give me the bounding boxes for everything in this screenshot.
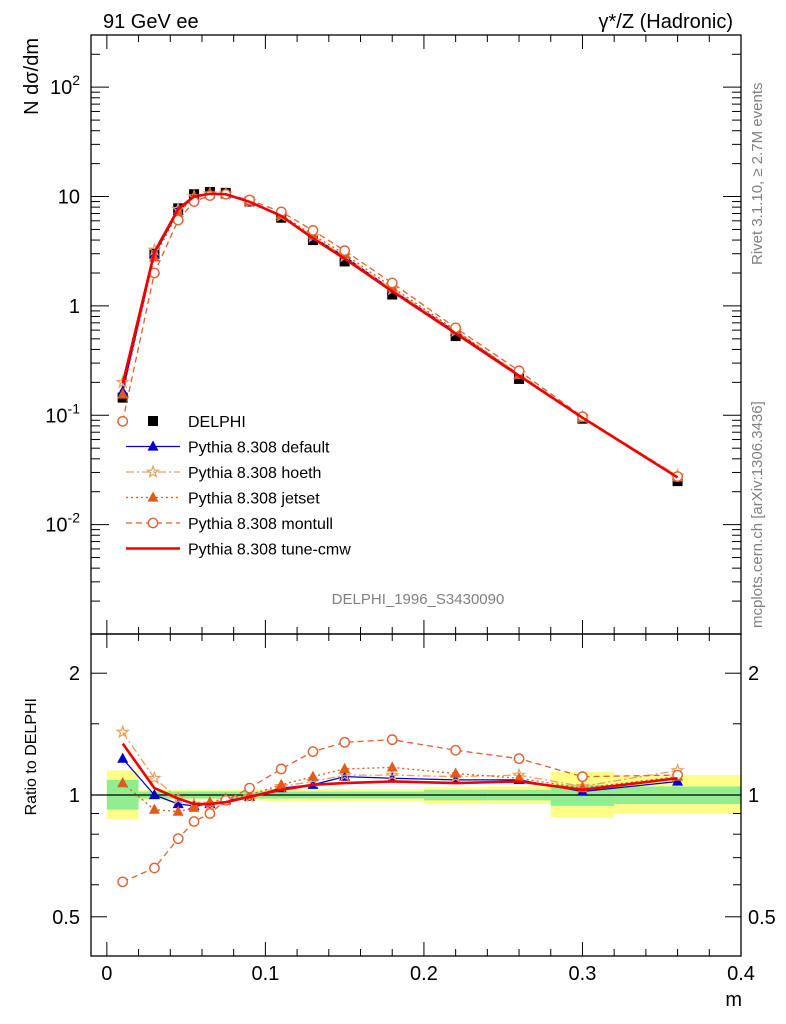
data-point: [115, 374, 130, 389]
ratio-y-tick-label: 1: [69, 785, 80, 807]
data-point: [204, 808, 216, 819]
data-point: [117, 415, 129, 427]
legend-label: Pythia 8.308 jetset: [188, 491, 320, 508]
y-tick-exponent: 2: [72, 72, 80, 88]
ratio-y-tick-label: 0.5: [52, 907, 80, 929]
main-y-axis-label: N dσ/dm: [21, 38, 43, 115]
data-point: [307, 746, 319, 757]
data-point: [450, 744, 462, 756]
data-point: [386, 277, 398, 289]
mcplots-label: mcplots.cern.ch [arXiv:1306.3436]: [749, 401, 766, 628]
main-panel: 10-2 10-1 1 10 102 DELPHI Pythia 8.308 default…: [45, 34, 742, 635]
y-tick-label: 10: [58, 187, 80, 209]
rivet-version-label: Rivet 3.1.10, ≥ 2.7M events: [749, 83, 766, 266]
data-point: [115, 724, 130, 739]
series-line: [122, 739, 678, 883]
series-line: [121, 192, 679, 479]
data-point: [337, 767, 352, 782]
ratio-y-tick-label-right: 1: [748, 785, 759, 807]
data-point: [339, 256, 350, 267]
data-point: [339, 762, 351, 774]
data-point: [275, 763, 287, 775]
series-line: [122, 193, 678, 479]
data-point: [386, 734, 398, 746]
ratio-y-axis-label: Ratio to DELPHI: [23, 698, 40, 815]
legend-label: Pythia 8.308 default: [188, 440, 330, 457]
data-point: [117, 876, 129, 888]
legend-marker: [147, 440, 159, 451]
ratio-panel: 0 0.1 0.2 0.3 0.4 0.5 0.5 1 1 2 2: [52, 35, 776, 985]
x-axis-label: m: [725, 989, 742, 1011]
analysis-watermark: DELPHI_1996_S3430090: [332, 591, 505, 608]
ratio-y-tick-label-right: 0.5: [748, 907, 776, 929]
data-point: [117, 388, 129, 399]
data-point: [514, 373, 525, 384]
legend-label: DELPHI: [188, 414, 246, 431]
data-point: [387, 289, 398, 300]
data-point: [117, 752, 129, 763]
series-line: [122, 193, 678, 477]
data-point: [188, 801, 200, 812]
legend-marker: [147, 517, 159, 529]
legend-marker: [148, 416, 158, 426]
x-tick-label: 0.4: [727, 963, 755, 985]
header-left-label: 91 GeV ee: [103, 11, 199, 33]
data-point: [148, 788, 160, 800]
legend-marker: [147, 491, 159, 502]
data-point: [307, 770, 319, 781]
data-point: [339, 245, 351, 257]
series-line: [122, 193, 678, 479]
data-point: [386, 761, 398, 772]
data-point: [450, 767, 462, 778]
y-tick-label: 1: [69, 296, 80, 318]
x-tick-label: 0.2: [410, 963, 438, 985]
y-tick-exponent: -2: [68, 510, 81, 526]
data-point: [148, 803, 160, 814]
data-point: [188, 816, 200, 827]
data-point: [117, 777, 129, 788]
x-tick-label: 0.3: [569, 963, 597, 985]
data-point: [384, 767, 400, 782]
y-tick-label: 10-1: [45, 400, 80, 427]
header-right-label: γ*/Z (Hadronic): [599, 11, 733, 33]
y-tick-exponent: -1: [68, 400, 81, 416]
y-tick-label: 10-2: [45, 510, 80, 537]
data-point: [307, 225, 319, 236]
x-tick-label: 0.1: [251, 963, 279, 985]
ratio-y-tick-label: 2: [69, 663, 80, 685]
legend-label: Pythia 8.308 hoeth: [188, 465, 321, 482]
series-line: [121, 742, 678, 806]
legend-marker: [145, 464, 161, 479]
data-point: [172, 797, 184, 809]
data-point: [275, 778, 287, 789]
legend-label: Pythia 8.308 montull: [188, 516, 333, 533]
data-point: [149, 862, 160, 874]
data-point: [513, 753, 525, 765]
data-point: [339, 736, 351, 748]
data-point: [147, 770, 162, 785]
x-tick-label: 0: [101, 963, 112, 985]
legend-label: Pythia 8.308 tune-cmw: [188, 542, 351, 559]
data-point: [172, 833, 184, 845]
data-point: [513, 772, 525, 783]
data-point: [448, 769, 463, 783]
ratio-y-tick-label-right: 2: [748, 663, 759, 685]
series-line: [122, 193, 678, 478]
data-point: [244, 782, 255, 794]
data-point: [450, 331, 461, 342]
data-point: [577, 771, 588, 783]
data-point: [172, 805, 184, 816]
y-tick-label: 102: [50, 72, 80, 99]
data-point: [202, 796, 218, 811]
